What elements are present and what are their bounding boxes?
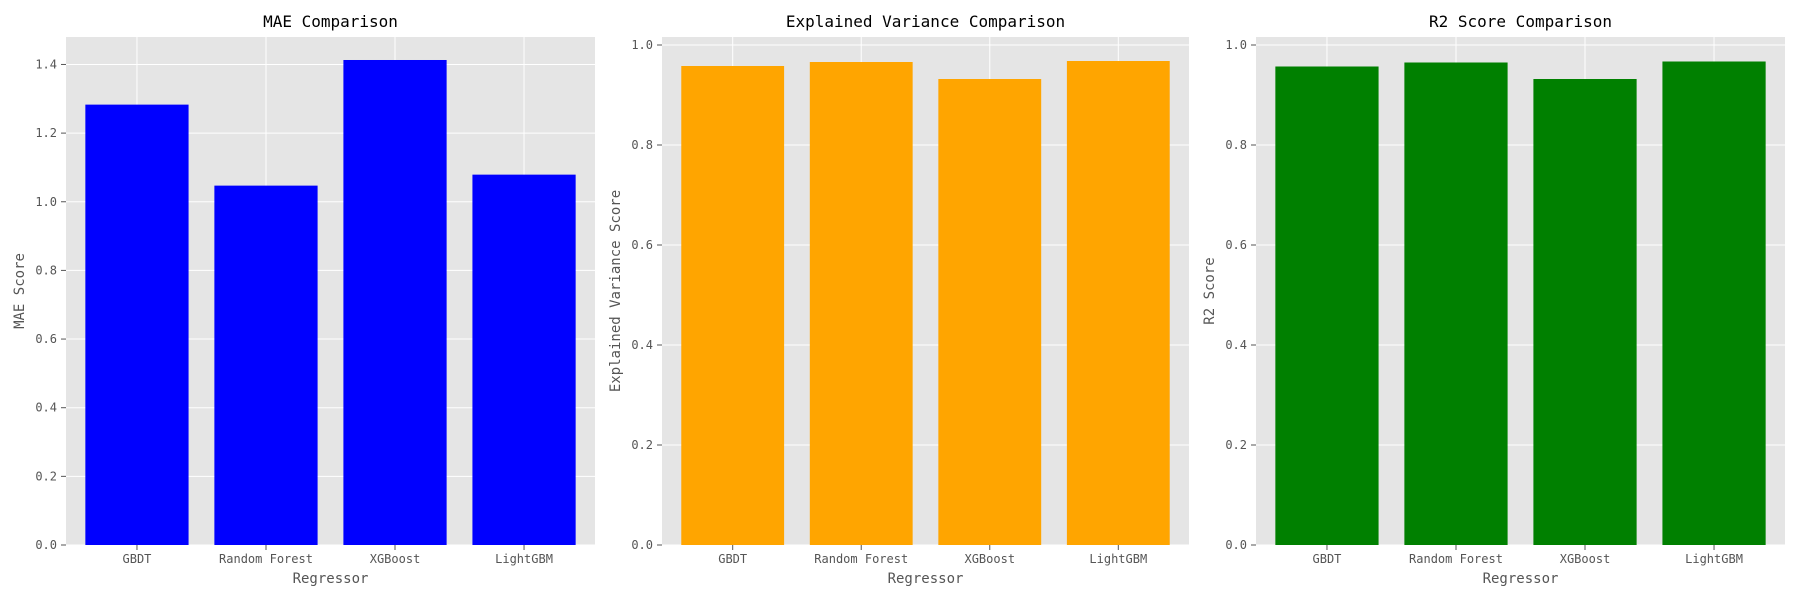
y-axis-label: Explained Variance Score <box>608 190 624 392</box>
y-tick-label: 0.4 <box>631 338 653 352</box>
bar-random-forest <box>214 185 318 545</box>
x-tick-label: XGBoost <box>964 552 1015 566</box>
bar-xgboost <box>1533 79 1637 545</box>
y-tick-label: 0.2 <box>35 469 57 483</box>
y-tick-label: 0.0 <box>1225 538 1247 552</box>
x-tick-label: GBDT <box>123 552 152 566</box>
y-tick-label: 1.2 <box>35 126 57 140</box>
y-tick-label: 0.4 <box>35 401 57 415</box>
y-tick-label: 1.4 <box>35 57 57 71</box>
x-tick-label: XGBoost <box>370 552 421 566</box>
bar-lightgbm <box>1662 61 1766 545</box>
y-axis-label: MAE Score <box>12 253 28 329</box>
bar-random-forest <box>1404 62 1508 545</box>
y-tick-label: 0.2 <box>1225 438 1247 452</box>
bar-random-forest <box>809 62 913 545</box>
y-tick-label: 0.8 <box>35 263 57 277</box>
x-tick-label: LightGBM <box>495 552 553 566</box>
bar-xgboost <box>938 79 1042 545</box>
y-tick-label: 0.6 <box>1225 238 1247 252</box>
bar-lightgbm <box>1066 61 1170 545</box>
bar-gbdt <box>1275 66 1379 545</box>
chart-title: R2 Score Comparison <box>1429 12 1612 31</box>
y-tick-label: 0.6 <box>35 332 57 346</box>
x-axis-label: Regressor <box>888 571 964 587</box>
bar-lightgbm <box>472 174 576 545</box>
y-axis-label: R2 Score <box>1202 257 1218 324</box>
y-tick-label: 0.0 <box>35 538 57 552</box>
chart-panel-2: 0.0 0.2 0.4 0.6 0.8 1.0 GBDT Random Forest XGBoo… <box>608 12 1189 587</box>
y-tick-label: 0.6 <box>631 238 653 252</box>
bar-gbdt <box>85 104 189 545</box>
x-tick-label: XGBoost <box>1560 552 1611 566</box>
x-tick-label: LightGBM <box>1685 552 1743 566</box>
y-tick-label: 0.2 <box>631 438 653 452</box>
x-tick-label: Random Forest <box>1409 552 1503 566</box>
y-tick-label: 1.0 <box>631 38 653 52</box>
x-axis-label: Regressor <box>293 571 369 587</box>
x-tick-label: LightGBM <box>1089 552 1147 566</box>
y-tick-label: 0.0 <box>631 538 653 552</box>
x-tick-label: GBDT <box>718 552 747 566</box>
y-tick-label: 0.8 <box>631 138 653 152</box>
bar-xgboost <box>343 59 447 546</box>
y-tick-label: 1.0 <box>1225 38 1247 52</box>
x-tick-label: GBDT <box>1313 552 1342 566</box>
chart-title: MAE Comparison <box>263 12 398 31</box>
x-tick-label: Random Forest <box>814 552 908 566</box>
chart-title: Explained Variance Comparison <box>786 12 1065 31</box>
bar-gbdt <box>681 66 785 545</box>
chart-panel-1: 0.0 0.2 0.4 0.6 0.8 1.0 1.2 1.4 GBDT Random Fores… <box>12 12 595 587</box>
x-tick-label: Random Forest <box>219 552 313 566</box>
chart-panel-3: 0.0 0.2 0.4 0.6 0.8 1.0 GBDT Random Forest XGBoo… <box>1202 12 1785 587</box>
y-tick-label: 0.8 <box>1225 138 1247 152</box>
y-tick-label: 0.4 <box>1225 338 1247 352</box>
y-tick-label: 1.0 <box>35 195 57 209</box>
x-axis-label: Regressor <box>1483 571 1559 587</box>
